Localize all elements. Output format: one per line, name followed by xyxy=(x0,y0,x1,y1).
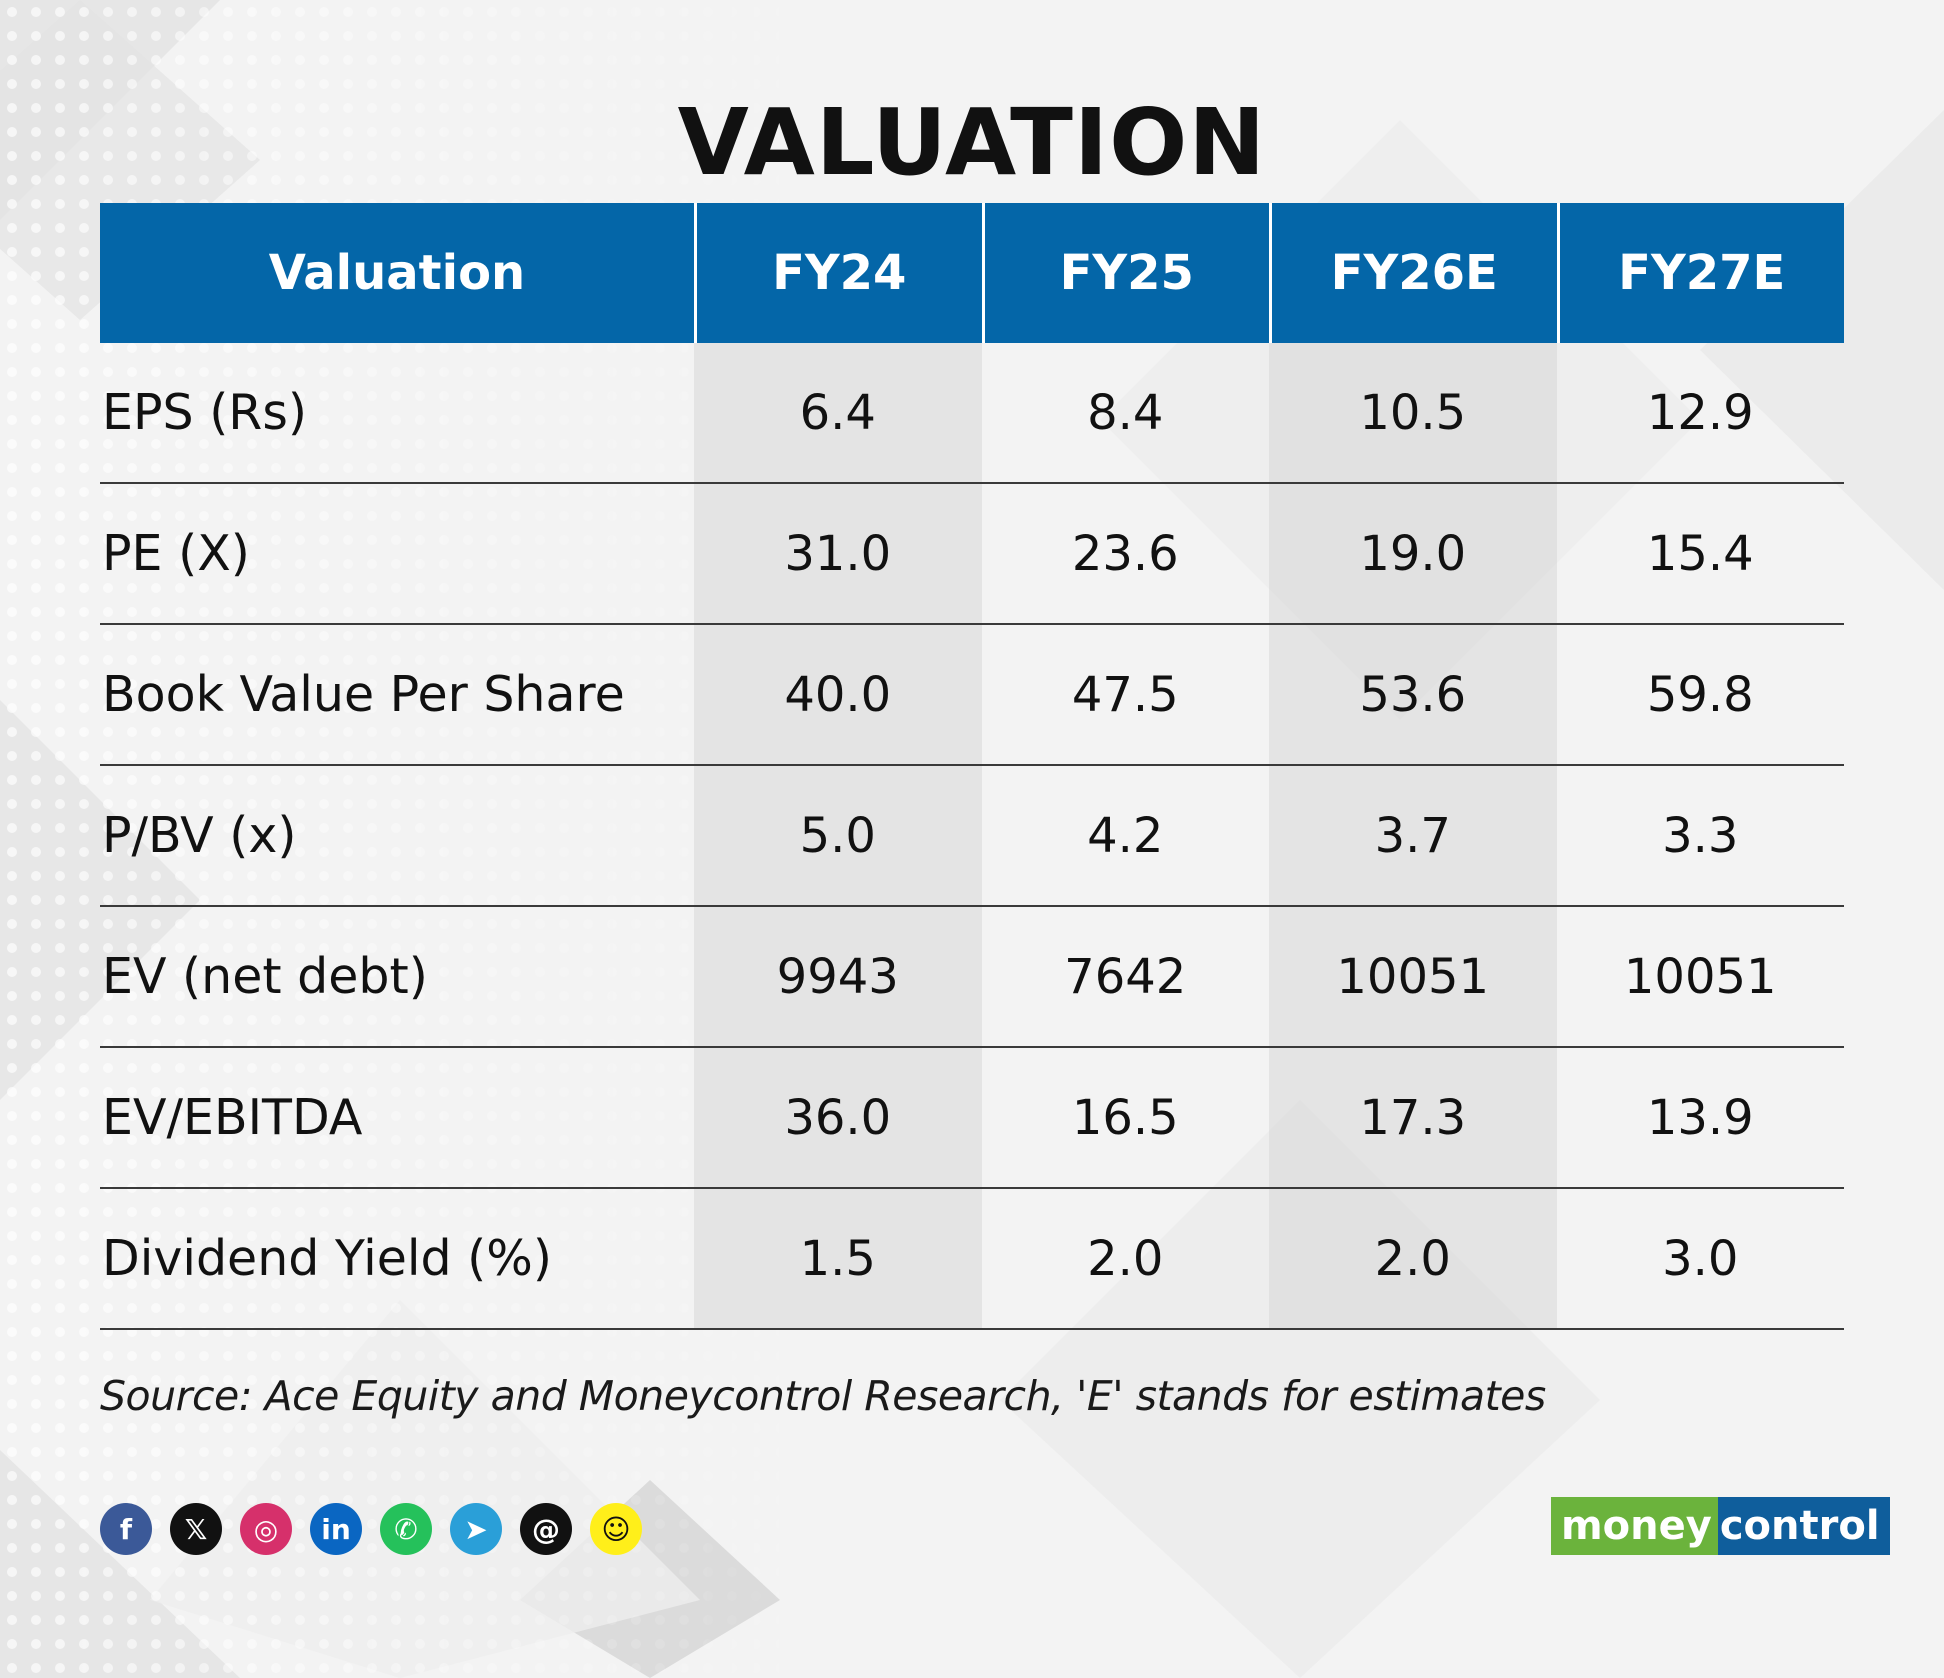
whatsapp-icon[interactable]: ✆ xyxy=(380,1503,432,1555)
table-body: EPS (Rs) 6.4 8.4 10.5 12.9 PE (X) 31.0 23.6 19.0… xyxy=(100,343,1844,1330)
valuation-table: Valuation FY24 FY25 FY26E FY27E EPS (Rs)… xyxy=(100,203,1844,1330)
table-cell: 5.0 xyxy=(694,766,982,905)
snapchat-icon[interactable]: ☺ xyxy=(590,1503,642,1555)
table-cell: 2.0 xyxy=(1087,1230,1164,1287)
threads-icon[interactable]: @ xyxy=(520,1503,572,1555)
table-cell: 17.3 xyxy=(1269,1048,1557,1187)
table-cell: 31.0 xyxy=(694,484,982,623)
table-cell: 3.0 xyxy=(1662,1230,1739,1287)
table-header-row: Valuation FY24 FY25 FY26E FY27E xyxy=(100,203,1844,343)
table-row: EPS (Rs) 6.4 8.4 10.5 12.9 xyxy=(100,343,1844,484)
table-row: EV/EBITDA 36.0 16.5 17.3 13.9 xyxy=(100,1048,1844,1189)
table-cell: 10051 xyxy=(1269,907,1557,1046)
table-cell: 3.7 xyxy=(1269,766,1557,905)
table-cell: 10051 xyxy=(1623,948,1777,1005)
table-cell: 12.9 xyxy=(1646,384,1754,441)
table-cell: 13.9 xyxy=(1646,1089,1754,1146)
table-cell: 4.2 xyxy=(1087,807,1164,864)
row-label: P/BV (x) xyxy=(102,807,297,864)
table-cell: 10.5 xyxy=(1269,343,1557,482)
table-cell: 59.8 xyxy=(1646,666,1754,723)
table-cell: 8.4 xyxy=(1087,384,1164,441)
table-cell: 19.0 xyxy=(1269,484,1557,623)
table-cell: 9943 xyxy=(694,907,982,1046)
instagram-icon[interactable]: ◎ xyxy=(240,1503,292,1555)
table-row: Dividend Yield (%) 1.5 2.0 2.0 3.0 xyxy=(100,1189,1844,1330)
logo-money: money xyxy=(1551,1497,1718,1555)
table-row: PE (X) 31.0 23.6 19.0 15.4 xyxy=(100,484,1844,625)
table-row: EV (net debt) 9943 7642 10051 10051 xyxy=(100,907,1844,1048)
column-header-fy24: FY24 xyxy=(694,203,982,343)
facebook-icon[interactable]: f xyxy=(100,1503,152,1555)
table-cell: 15.4 xyxy=(1646,525,1754,582)
table-row: P/BV (x) 5.0 4.2 3.7 3.3 xyxy=(100,766,1844,907)
table-cell: 40.0 xyxy=(694,625,982,764)
table-cell: 1.5 xyxy=(694,1189,982,1328)
table-cell: 36.0 xyxy=(694,1048,982,1187)
column-header-fy25: FY25 xyxy=(981,203,1269,343)
table-cell: 3.3 xyxy=(1662,807,1739,864)
telegram-icon[interactable]: ➤ xyxy=(450,1503,502,1555)
table-cell: 23.6 xyxy=(1071,525,1179,582)
x-icon[interactable]: 𝕏 xyxy=(170,1503,222,1555)
table-cell: 2.0 xyxy=(1269,1189,1557,1328)
column-header-fy26e: FY26E xyxy=(1269,203,1557,343)
row-label: EPS (Rs) xyxy=(102,384,307,441)
table-cell: 16.5 xyxy=(1071,1089,1179,1146)
row-label: PE (X) xyxy=(102,525,250,582)
row-label: EV/EBITDA xyxy=(102,1089,363,1146)
moneycontrol-logo: money control xyxy=(1551,1497,1890,1555)
table-cell: 6.4 xyxy=(694,343,982,482)
logo-control: control xyxy=(1717,1497,1890,1555)
linkedin-icon[interactable]: in xyxy=(310,1503,362,1555)
column-header-fy27e: FY27E xyxy=(1556,203,1844,343)
row-label: Book Value Per Share xyxy=(102,666,625,723)
column-header-valuation: Valuation xyxy=(100,203,694,343)
page-title: VALUATION xyxy=(677,89,1267,196)
table-cell: 47.5 xyxy=(1071,666,1179,723)
row-label: EV (net debt) xyxy=(102,948,428,1005)
row-label: Dividend Yield (%) xyxy=(102,1230,552,1287)
table-cell: 7642 xyxy=(1064,948,1187,1005)
social-icons: f 𝕏 ◎ in ✆ ➤ @ ☺ xyxy=(100,1503,642,1555)
table-row: Book Value Per Share 40.0 47.5 53.6 59.8 xyxy=(100,625,1844,766)
table-cell: 53.6 xyxy=(1269,625,1557,764)
source-note: Source: Ace Equity and Moneycontrol Rese… xyxy=(100,1372,1546,1420)
